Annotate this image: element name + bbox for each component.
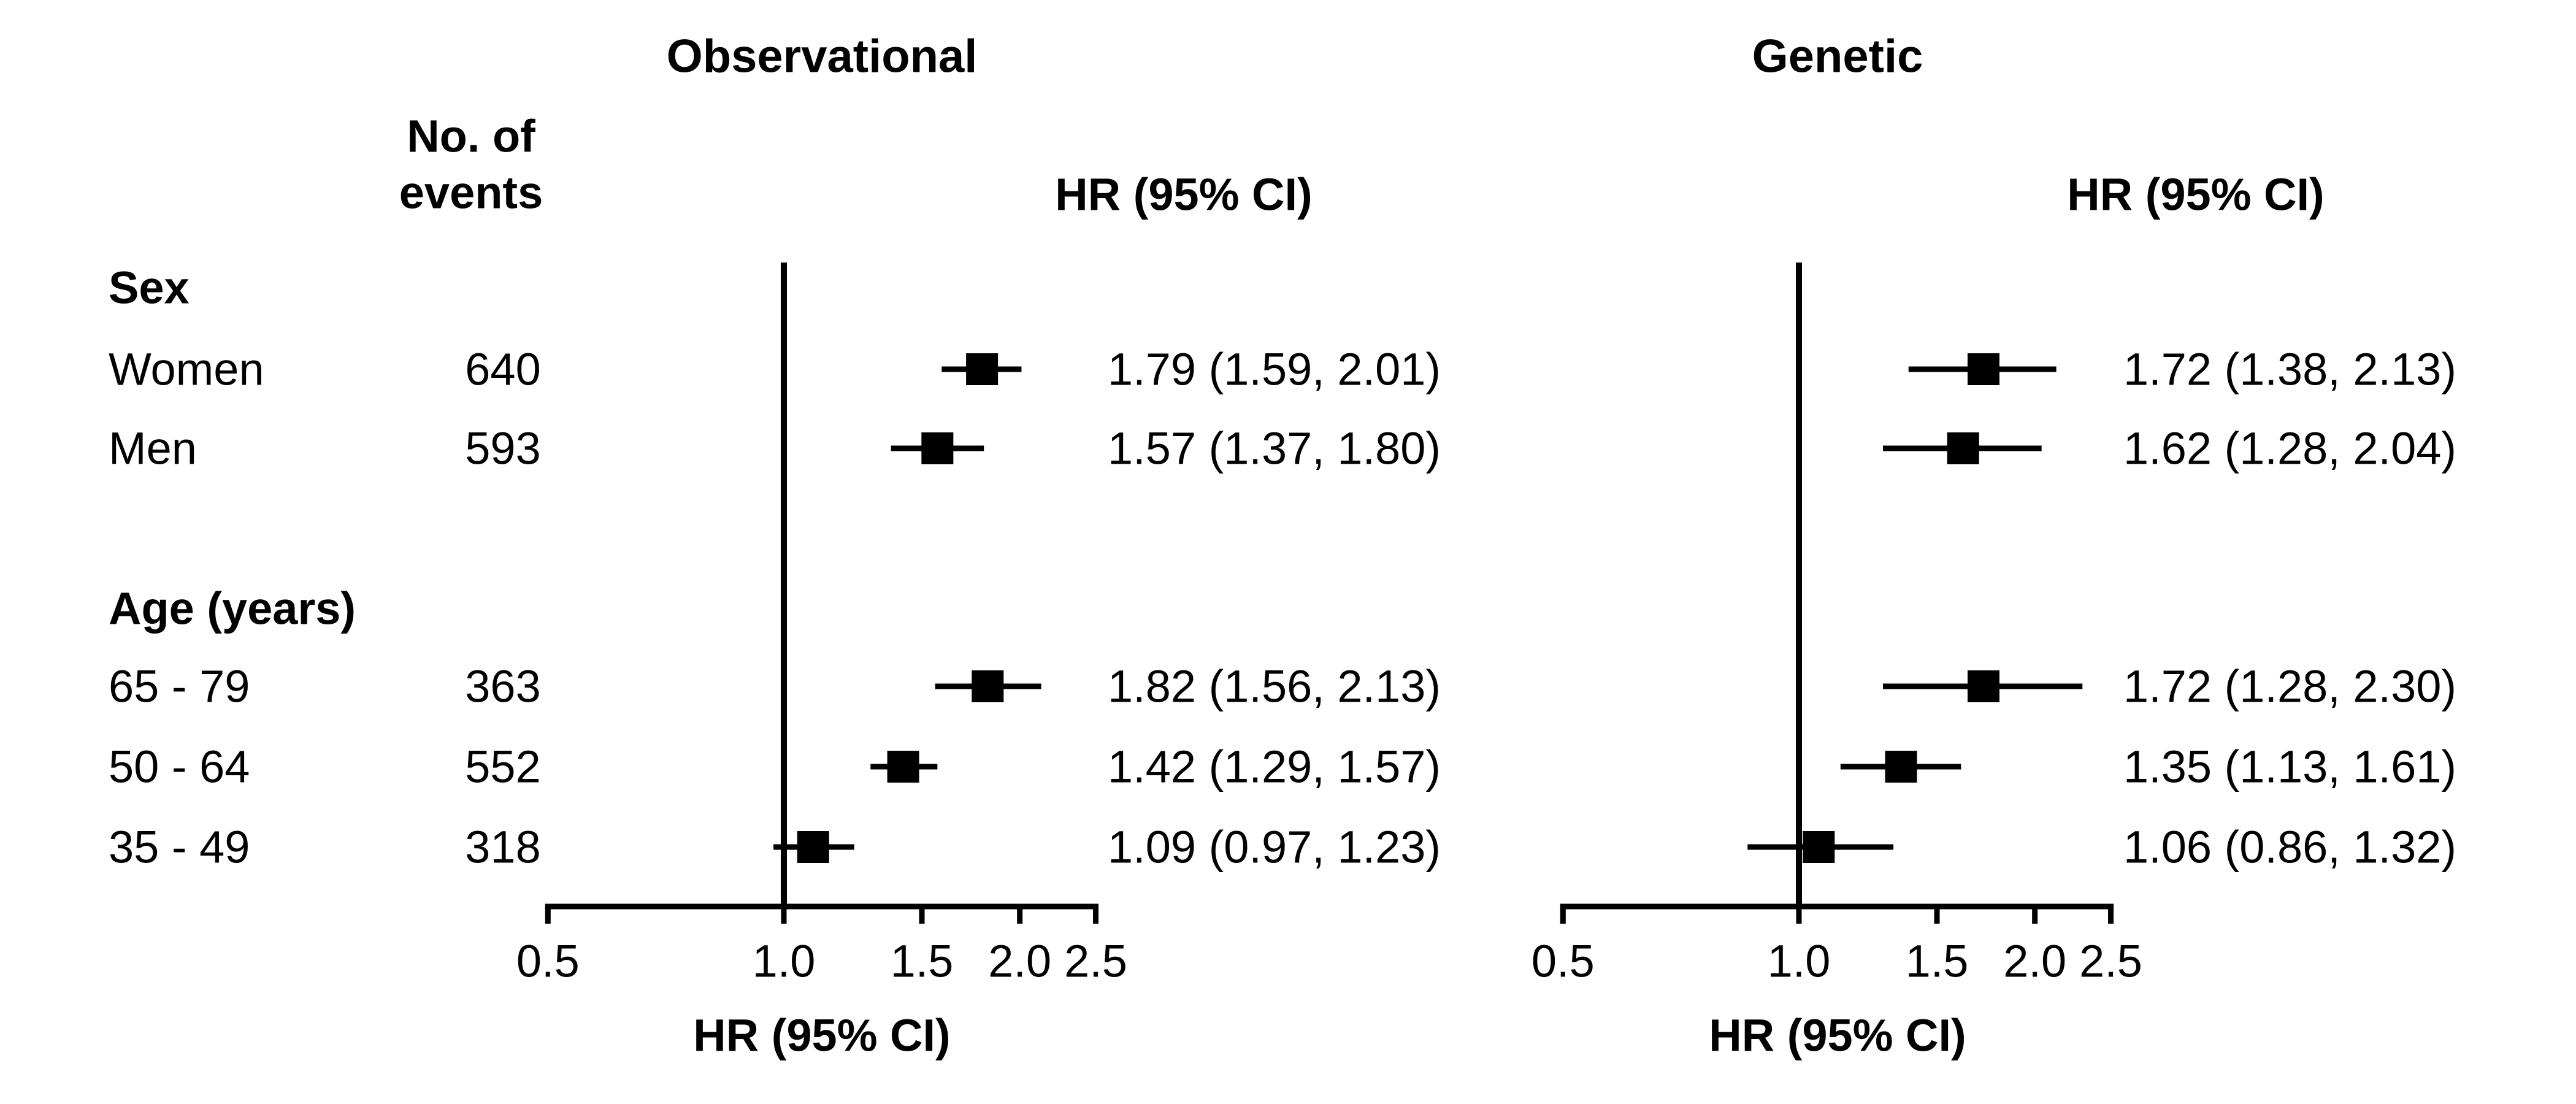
hr-point-marker xyxy=(1967,353,1999,385)
axis-tick-label: 1.0 xyxy=(753,936,816,987)
hr-point-marker xyxy=(1885,751,1917,783)
axis-tick-label: 2.5 xyxy=(1064,936,1127,987)
events-value: 363 xyxy=(465,661,540,712)
axis-tick-label: 2.0 xyxy=(2003,936,2066,987)
hr-ci-text: 1.06 (0.86, 1.32) xyxy=(2123,822,2456,873)
hr-ci-text: 1.72 (1.38, 2.13) xyxy=(2123,344,2456,395)
events-value: 640 xyxy=(465,344,540,395)
events-value: 552 xyxy=(465,742,540,792)
hr-ci-text: 1.57 (1.37, 1.80) xyxy=(1108,423,1441,474)
hr-ci-text: 1.62 (1.28, 2.04) xyxy=(2123,423,2456,474)
hr-point-marker xyxy=(921,432,954,464)
events-column-header-line1: No. of xyxy=(407,111,535,162)
hr-point-marker xyxy=(1947,432,1979,464)
group-label: Age (years) xyxy=(109,583,356,634)
hr-point-marker xyxy=(972,670,1004,702)
events-column-header-line2: events xyxy=(399,167,543,218)
axis-tick-label: 1.5 xyxy=(891,936,954,987)
group-label: Sex xyxy=(109,263,190,313)
axis-tick-label: 2.0 xyxy=(988,936,1051,987)
axis-tick-label: 0.5 xyxy=(516,936,580,987)
hr-column-header-observational: HR (95% CI) xyxy=(1055,169,1312,220)
axis-tick-label: 1.0 xyxy=(1768,936,1831,987)
hr-ci-text: 1.82 (1.56, 2.13) xyxy=(1108,661,1441,712)
hr-ci-text: 1.35 (1.13, 1.61) xyxy=(2123,742,2456,792)
hr-ci-text: 1.09 (0.97, 1.23) xyxy=(1108,822,1441,873)
hr-point-marker xyxy=(887,751,919,783)
row-label: 50 - 64 xyxy=(109,742,250,792)
axis-tick-label: 1.5 xyxy=(1906,936,1969,987)
axis-tick-label: 0.5 xyxy=(1531,936,1595,987)
panel-title-observational: Observational xyxy=(667,31,978,83)
row-label: Men xyxy=(109,423,197,474)
hr-point-marker xyxy=(966,353,999,385)
row-label: 65 - 79 xyxy=(109,661,250,712)
events-value: 318 xyxy=(465,822,540,873)
hr-ci-text: 1.72 (1.28, 2.30) xyxy=(2123,661,2456,712)
events-value: 593 xyxy=(465,423,540,474)
hr-point-marker xyxy=(797,831,829,863)
axis-tick-label: 2.5 xyxy=(2079,936,2142,987)
rows-layer: Sex Women 640 1.79 (1.59, 2.01) 1.72 (1.38, … xyxy=(109,263,2456,873)
panel-title-genetic: Genetic xyxy=(1752,31,1923,83)
hr-ci-text: 1.42 (1.29, 1.57) xyxy=(1108,742,1441,792)
row-label: 35 - 49 xyxy=(109,822,250,873)
row-label: Women xyxy=(109,344,264,395)
hr-point-marker xyxy=(1803,831,1835,863)
x-axis-label-observational: HR (95% CI) xyxy=(693,1010,950,1061)
hr-column-header-genetic: HR (95% CI) xyxy=(2067,169,2324,220)
axes-layer: 0.5 1.0 1.5 2.0 2.5 0.5 1.0 1.5 2.0 2.5 xyxy=(516,263,2142,987)
hr-point-marker xyxy=(1967,670,1999,702)
hr-ci-text: 1.79 (1.59, 2.01) xyxy=(1108,344,1441,395)
x-axis-label-genetic: HR (95% CI) xyxy=(1709,1010,1966,1061)
